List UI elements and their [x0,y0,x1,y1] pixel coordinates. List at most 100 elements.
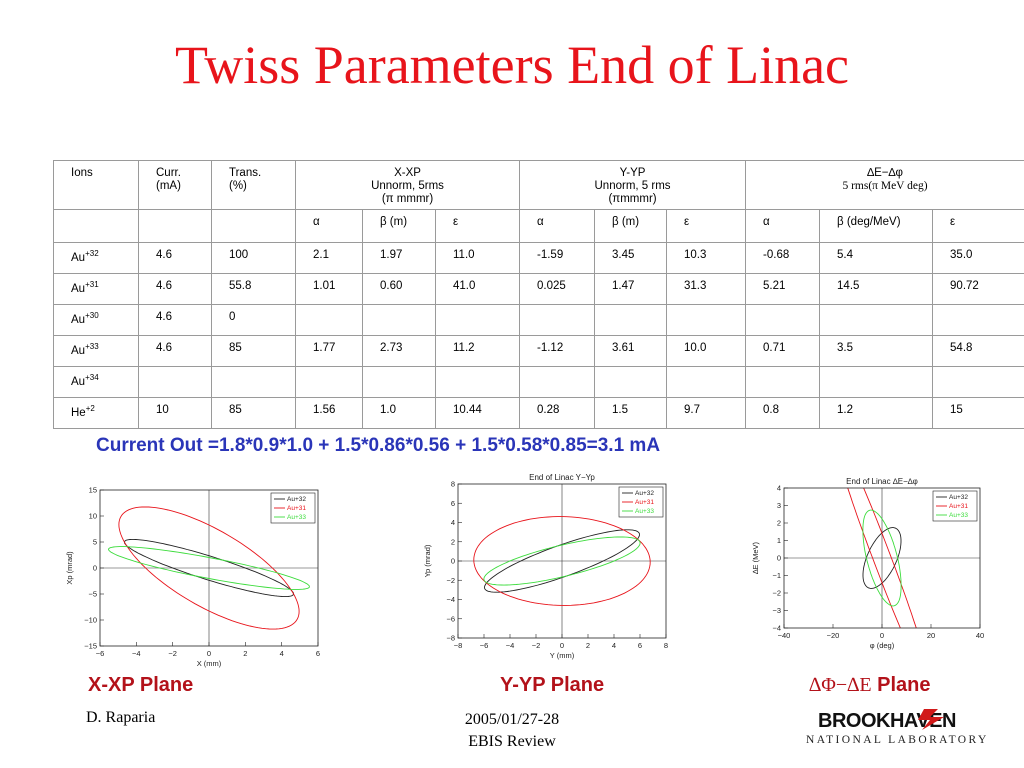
table-row: Au+30 4.6 0 [53,303,1024,336]
x-tick-label: 0 [560,641,564,650]
x-tick-label: 8 [664,641,668,650]
slide-title: Twiss Parameters End of Linac [174,35,850,95]
twiss-parameter-table: Ions Curr. (mA) Trans. (%) X-XP Unnorm, 5rm… [53,160,1024,429]
sub-e-emittance: ε [932,208,1024,243]
sub-y-beta: β (m) [594,208,668,243]
header-x-xp: X-XP Unnorm, 5rms (π mmmr) [294,160,521,210]
y-tick-label: −10 [84,616,97,625]
sub-y-emittance: ε [666,208,747,243]
table-cell: 4.6 [138,334,212,367]
legend-entry: Au+31 [635,499,654,506]
table-cell: 10.0 [666,334,747,367]
table-row: Au+32 4.6 100 2.1 1.97 11.0 -1.59 3.45 10.3 -0.68… [53,241,1024,274]
ion-cell: Au+30 [53,303,139,336]
x-tick-label: −8 [454,641,463,650]
x-tick-label: −2 [168,649,177,658]
y-tick-label: 4 [451,518,455,527]
header-de-dphi: ∆E−∆φ 5 rms(π MeV deg) [745,160,1024,210]
legend-entry: Au+33 [635,508,654,515]
table-cell: 5.4 [819,241,934,274]
y-tick-label: 0 [93,564,97,573]
table-cell: 4.6 [138,241,212,274]
ion-cell: Au+34 [53,365,139,398]
table-cell: 0 [211,303,296,336]
table-cell: 1.97 [362,241,436,274]
footer-date: 2005/01/27-28 [464,711,560,728]
plot-title: End of Linac ∆E−∆φ [846,477,918,486]
legend-entry: Au+31 [287,505,306,512]
de-dphi-plot: −40 −20 0 20 40 −4 −3 −2 −1 0 1 2 3 4 φ (deg) ∆E (MeV) E… [751,477,984,650]
header-ions: Ions [53,160,139,210]
x-tick-label: −2 [532,641,541,650]
legend-entry: Au+33 [949,512,968,519]
y-tick-label: 2 [777,519,781,528]
y-tick-label: 2 [451,537,455,546]
y-tick-label: 3 [777,501,781,510]
table-cell: 3.61 [594,334,668,367]
table-cell [295,365,363,398]
y-tick-label: 1 [777,536,781,545]
table-cell: 0.60 [362,272,436,305]
header-y-yp: Y-YP Unnorm, 5 rms (πmmmr) [519,160,747,210]
ellipse-Au33 [483,536,641,586]
svg-text:NATIONAL LABORATORY: NATIONAL LABORATORY [806,734,989,746]
y-tick-label: 0 [777,554,781,563]
table-row: Au+31 4.6 55.8 1.01 0.60 41.0 0.025 1.47 31.3 5.2… [53,272,1024,305]
brookhaven-logo: BROOKHAVEN NATIONAL LABORATORY [806,709,989,746]
header-current: Curr. (mA) [138,160,212,210]
table-cell [594,365,668,398]
table-cell [362,365,436,398]
table-cell [666,303,747,336]
table-cell: 54.8 [932,334,1024,367]
table-cell: 10 [138,396,212,429]
table-cell: 11.2 [434,334,521,367]
x-tick-label: 20 [927,631,935,640]
table-cell: 31.3 [666,272,747,305]
header-transmission: Trans. (%) [211,160,296,210]
ion-cell: Au+33 [53,334,139,367]
table-cell: 1.47 [594,272,668,305]
table-cell: 1.2 [819,396,934,429]
legend-entry: Au+32 [287,496,306,503]
ellipse-Au33 [862,509,902,607]
table-cell: 10.44 [434,396,521,429]
table-cell: 2.73 [362,334,436,367]
x-xp-plot: −6 −4 −2 0 2 4 6 −15 −10 −5 0 5 10 15 X (mm) Xp (mrad) A… [65,486,320,669]
table-cell [819,365,934,398]
table-cell [434,365,521,398]
table-cell: 0.28 [519,396,596,429]
y-tick-label: −2 [446,576,455,585]
table-cell: 11.0 [434,241,521,274]
sub-x-beta: β (m) [362,208,436,243]
table-cell: 5.21 [745,272,821,305]
table-cell [819,303,934,336]
table-cell: 1.01 [295,272,363,305]
table-cell: 10.3 [666,241,747,274]
table-cell: 3.45 [594,241,668,274]
footer-date-event: 2005/01/27-28 EBIS Review [432,709,592,753]
x-tick-label: 6 [638,641,642,650]
x-tick-label: 6 [316,649,320,658]
table-row: He+2 10 85 1.56 1.0 10.44 0.28 1.5 9.7 0.8 1.2 15 [53,396,1024,429]
table-cell: -1.59 [519,241,596,274]
y-tick-label: 4 [777,484,781,493]
y-axis-label: Xp (mrad) [65,551,74,585]
de-dphi-plane-label: ∆Φ−∆E Plane [809,674,931,696]
sub-x-emittance: ε [434,208,521,243]
y-axis-label: Yp (mrad) [423,544,432,577]
y-tick-label: −8 [446,634,455,643]
y-tick-label: −2 [772,589,781,598]
y-tick-label: 10 [89,512,97,521]
table-cell: 0.71 [745,334,821,367]
table-body: Au+32 4.6 100 2.1 1.97 11.0 -1.59 3.45 10.3 -0.68… [53,241,1024,429]
x-tick-label: 4 [612,641,616,650]
subheader-row: α β (m) ε α β (m) ε α β (deg/MeV) ε [53,208,1024,243]
table-cell [932,303,1024,336]
table-cell [362,303,436,336]
table-cell [519,303,596,336]
current-out-formula: Current Out =1.8*0.9*1.0 + 1.5*0.86*0.56… [96,435,661,456]
footer-author: D. Raparia [86,709,156,726]
sub-x-alpha: α [295,208,363,243]
x-tick-label: −4 [506,641,515,650]
table-cell: 15 [932,396,1024,429]
